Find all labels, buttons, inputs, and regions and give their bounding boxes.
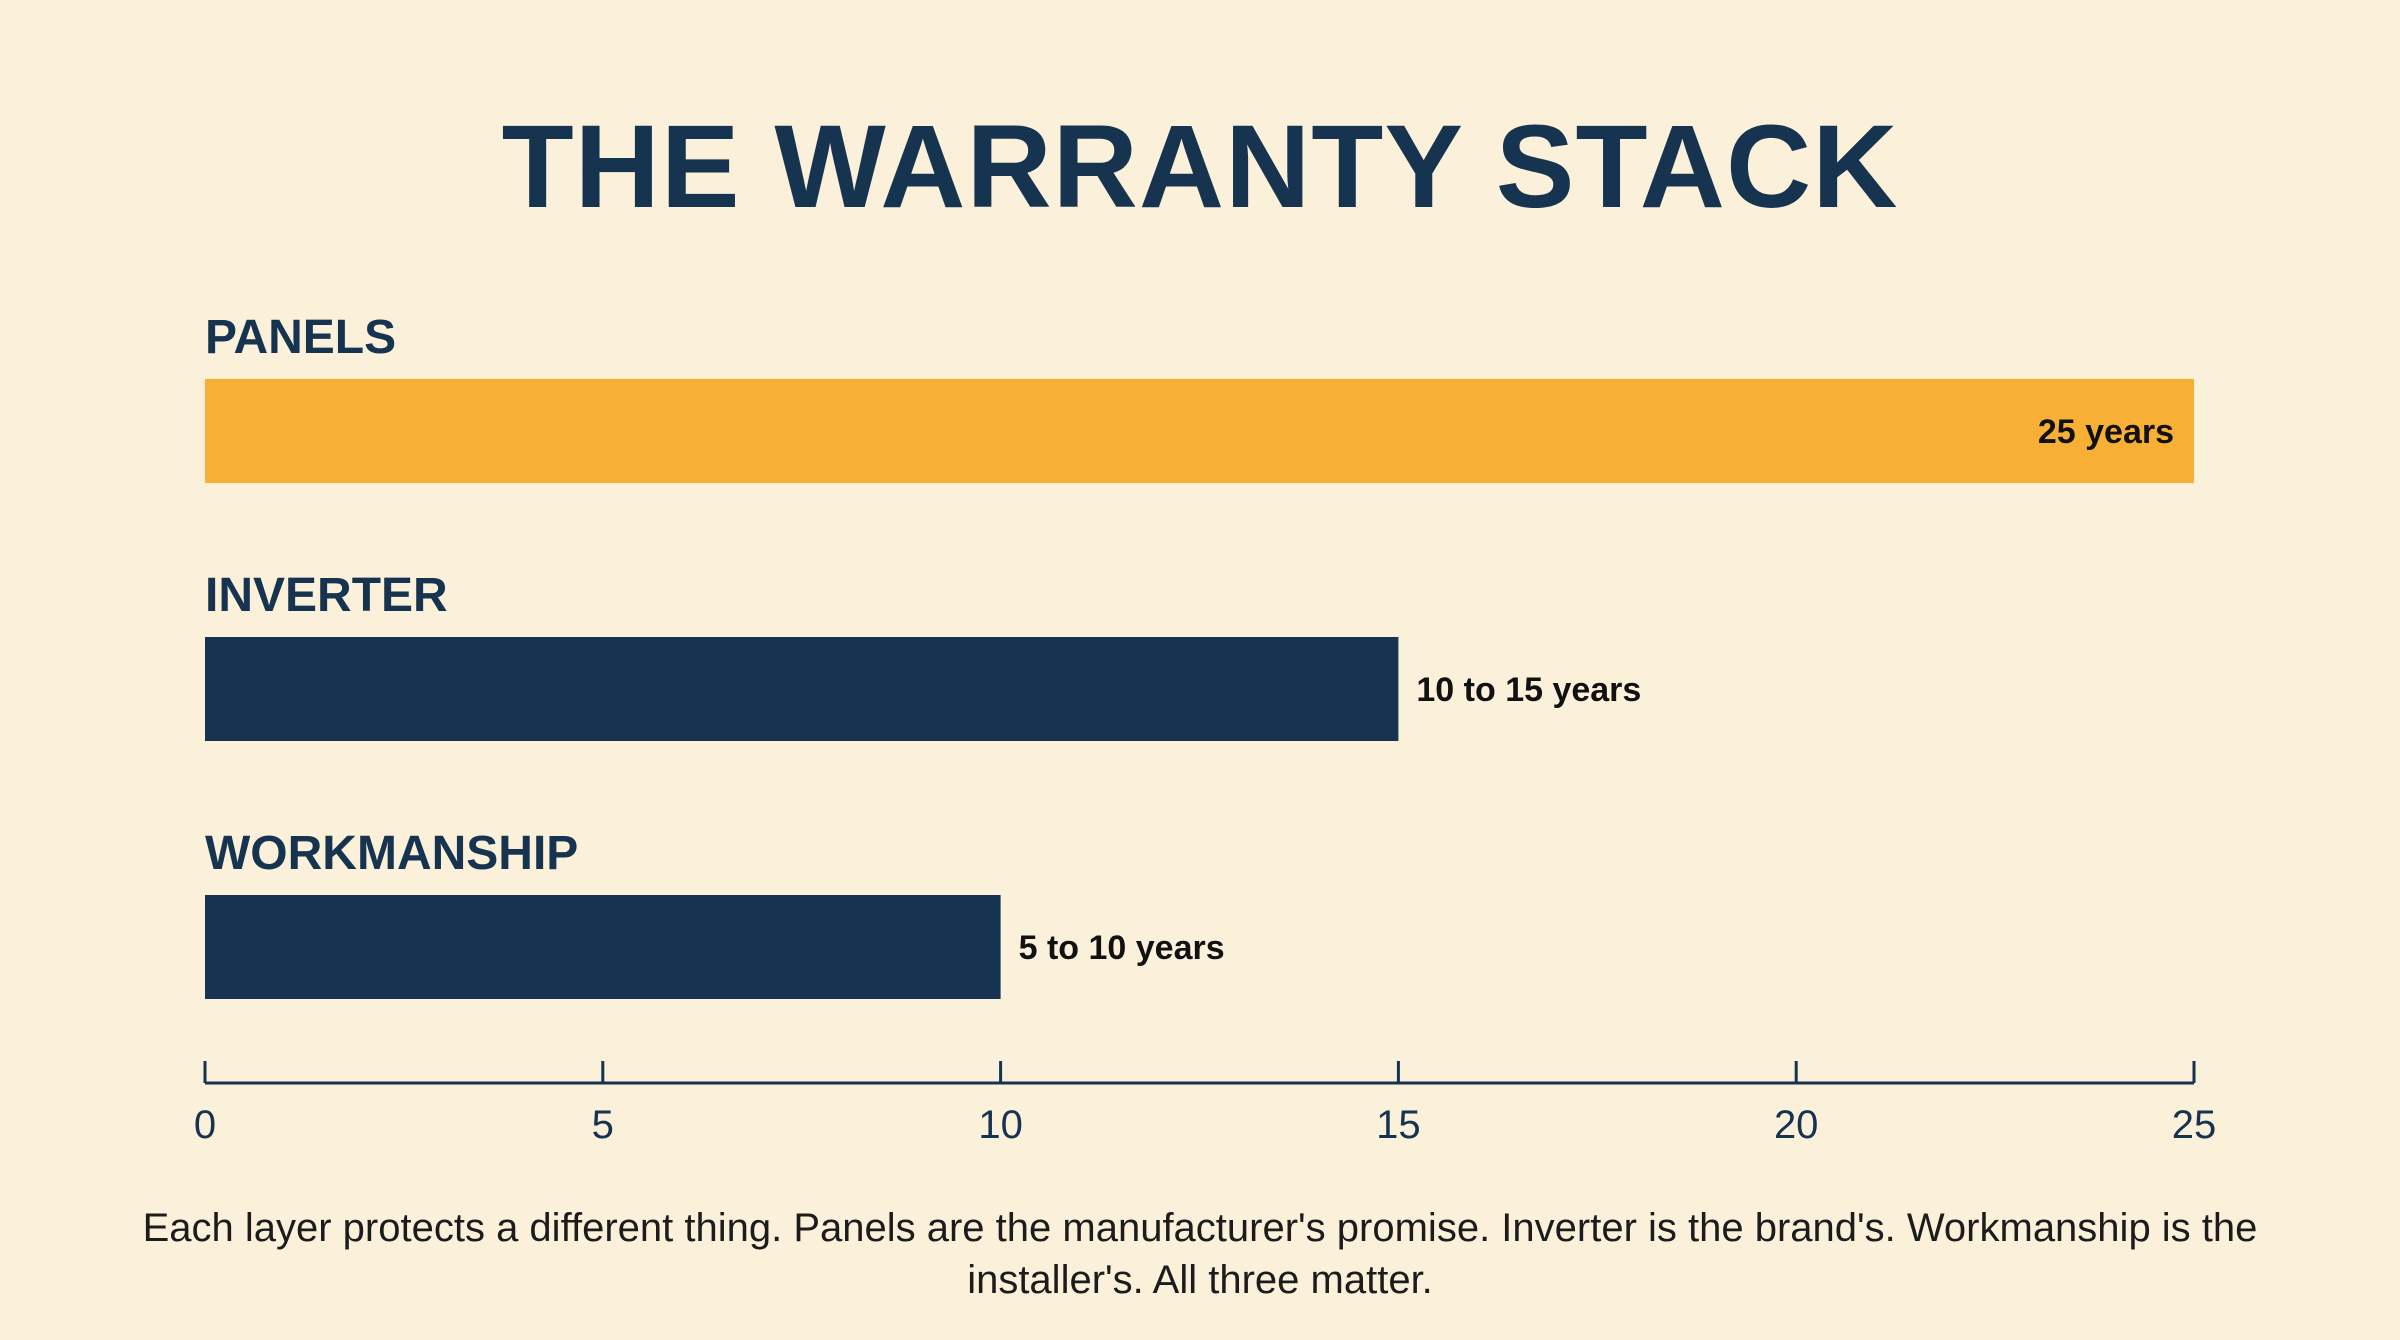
- bars-layer: PANELS 25 years INVERTER 10 to 15 years WORK…: [205, 311, 2194, 999]
- bar-workmanship: [205, 895, 1001, 999]
- category-label-workmanship: WORKMANSHIP: [205, 827, 578, 880]
- category-label-inverter: INVERTER: [205, 569, 448, 622]
- value-label-workmanship: 5 to 10 years: [1019, 929, 1225, 967]
- x-tick-label-0: 0: [194, 1103, 216, 1147]
- x-tick-label-20: 20: [1774, 1103, 1819, 1147]
- bar-chart: PANELS 25 years INVERTER 10 to 15 years WORK…: [194, 311, 2216, 1147]
- x-tick-label-25: 25: [2172, 1103, 2217, 1147]
- x-axis: 0 5 10 15 20 25: [194, 1061, 2216, 1147]
- value-label-inverter: 10 to 15 years: [1416, 671, 1641, 709]
- bar-panels: [205, 379, 2194, 483]
- category-label-panels: PANELS: [205, 311, 396, 364]
- x-tick-label-10: 10: [978, 1103, 1023, 1147]
- value-label-panels: 25 years: [2038, 413, 2174, 451]
- bar-inverter: [205, 637, 1399, 741]
- chart-caption: Each layer protects a different thing. P…: [142, 1206, 2258, 1302]
- x-tick-label-5: 5: [592, 1103, 614, 1147]
- chart-title: THE WARRANTY STACK: [501, 101, 1899, 233]
- x-tick-label-15: 15: [1376, 1103, 1421, 1147]
